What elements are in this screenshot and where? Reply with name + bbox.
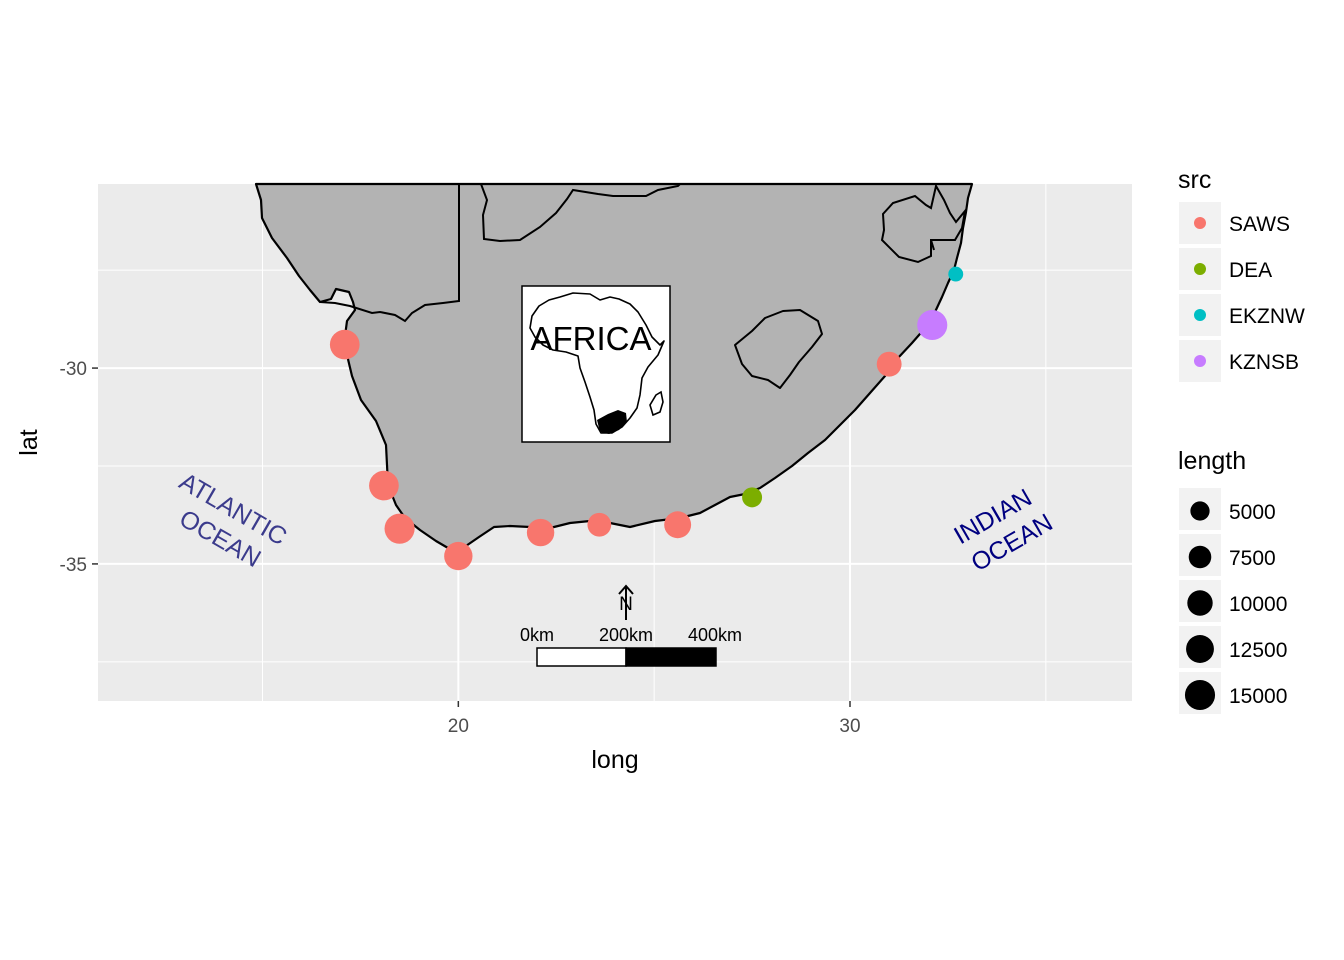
size-legend: length 5000 7500 10000 12500 15000	[1178, 447, 1287, 714]
data-point-dea	[742, 487, 763, 508]
size-label-15000: 15000	[1229, 685, 1287, 708]
scale-bar-segment-black	[625, 647, 717, 667]
country-borders	[319, 183, 967, 323]
legend-key-kznsb	[1194, 355, 1206, 367]
size-key-15000	[1184, 679, 1216, 711]
africa-inset-map: AFRICA	[521, 285, 671, 443]
data-point-saws	[369, 470, 399, 501]
x-tick-label: 20	[448, 716, 469, 737]
legend-label-kznsb: KZNSB	[1229, 351, 1299, 374]
axes: 20 30 -30 -35 long lat	[15, 359, 861, 774]
legend-key-dea	[1194, 263, 1206, 275]
legend-label-ekznw: EKZNW	[1229, 305, 1305, 328]
color-legend-title: src	[1178, 166, 1211, 194]
x-axis-title: long	[591, 746, 638, 774]
x-tick-label: 30	[839, 716, 860, 737]
data-point-saws	[329, 329, 360, 360]
scale-label-400: 400km	[688, 625, 742, 645]
africa-continent-outline	[529, 292, 665, 434]
north-arrow-icon	[618, 584, 634, 620]
data-point-saws	[444, 541, 473, 571]
lesotho-border	[734, 309, 823, 389]
southern-africa-highlight	[597, 410, 627, 434]
data-point-saws	[876, 351, 902, 377]
data-point-saws	[526, 518, 555, 547]
north-arrow-label: N	[619, 594, 633, 615]
inset-map-label: AFRICA	[530, 320, 651, 357]
data-point-saws	[384, 513, 415, 544]
size-key-5000	[1190, 501, 1210, 521]
legend-key-saws	[1194, 217, 1206, 229]
scale-label-0: 0km	[520, 625, 554, 645]
legend-label-dea: DEA	[1229, 259, 1272, 282]
size-label-5000: 5000	[1229, 501, 1276, 524]
color-legend-keys: SAWS DEA EKZNW KZNSB	[1179, 202, 1305, 382]
size-label-10000: 10000	[1229, 593, 1287, 616]
north-arrow: N	[618, 584, 634, 620]
data-point-saws	[587, 512, 612, 537]
size-key-7500	[1188, 545, 1212, 569]
scale-bar: 0km 200km 400km	[520, 625, 742, 667]
y-tick-label: -35	[60, 555, 87, 576]
size-key-12500	[1186, 635, 1214, 663]
scale-bar-segment-white	[536, 647, 627, 667]
color-legend: src SAWS DEA EKZNW KZNSB	[1178, 166, 1305, 382]
y-tick-label: -30	[60, 359, 87, 380]
size-label-7500: 7500	[1229, 547, 1276, 570]
legend-key-ekznw	[1194, 309, 1206, 321]
size-label-12500: 12500	[1229, 639, 1287, 662]
size-key-10000	[1187, 590, 1213, 616]
size-legend-keys: 5000 7500 10000 12500 15000	[1179, 488, 1287, 714]
data-point-saws	[664, 511, 692, 539]
data-point-ekznw	[948, 266, 964, 282]
y-axis-title: lat	[15, 429, 43, 455]
scale-label-200: 200km	[599, 625, 653, 645]
legend-label-saws: SAWS	[1229, 213, 1290, 236]
madagascar-outline	[649, 390, 664, 417]
data-point-kznsb	[917, 309, 948, 341]
data-points	[329, 266, 964, 571]
size-legend-title: length	[1178, 447, 1246, 475]
inset-frame	[521, 285, 671, 443]
